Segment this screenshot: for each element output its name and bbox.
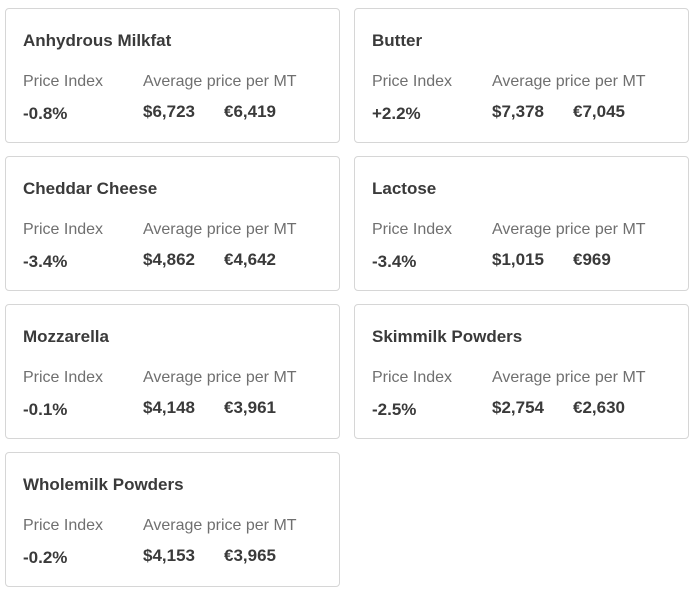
card-title: Mozzarella — [23, 327, 109, 346]
average-price-label: Average price per MT — [492, 221, 646, 238]
eur-price-value: €3,961 — [224, 398, 276, 417]
price-index-value: -3.4% — [23, 252, 68, 271]
eur-price-value: €2,630 — [573, 398, 625, 417]
average-price-label: Average price per MT — [492, 369, 646, 386]
price-card-cheddar-cheese: Cheddar Cheese Price Index Average price… — [5, 156, 340, 291]
usd-price-value: $2,754 — [492, 398, 544, 417]
price-index-value: -0.2% — [23, 548, 68, 567]
price-card-skimmilk-powders: Skimmilk Powders Price Index Average pri… — [354, 304, 689, 439]
usd-price-value: $4,153 — [143, 546, 195, 565]
usd-price-value: $4,862 — [143, 250, 195, 269]
usd-price-value: $1,015 — [492, 250, 544, 269]
price-index-label: Price Index — [372, 221, 453, 238]
card-title: Butter — [372, 31, 423, 50]
price-index-value: -0.8% — [23, 104, 68, 123]
card-title: Lactose — [372, 179, 437, 198]
price-index-value: +2.2% — [372, 104, 421, 123]
eur-price-value: €6,419 — [224, 102, 276, 121]
price-index-label: Price Index — [23, 73, 104, 90]
average-price-label: Average price per MT — [143, 73, 297, 90]
average-price-label: Average price per MT — [143, 517, 297, 534]
average-price-label: Average price per MT — [143, 221, 297, 238]
price-index-value: -0.1% — [23, 400, 68, 419]
price-index-label: Price Index — [23, 517, 104, 534]
eur-price-value: €3,965 — [224, 546, 276, 565]
average-price-label: Average price per MT — [492, 73, 646, 90]
price-card-mozzarella: Mozzarella Price Index Average price per… — [5, 304, 340, 439]
eur-price-value: €4,642 — [224, 250, 276, 269]
price-index-label: Price Index — [23, 221, 104, 238]
price-index-value: -3.4% — [372, 252, 417, 271]
price-card-anhydrous-milkfat: Anhydrous Milkfat Price Index Average pr… — [5, 8, 340, 143]
price-card-grid: Anhydrous Milkfat Price Index Average pr… — [5, 8, 689, 587]
card-title: Skimmilk Powders — [372, 327, 523, 346]
card-title: Wholemilk Powders — [23, 475, 184, 494]
eur-price-value: €7,045 — [573, 102, 625, 121]
usd-price-value: $7,378 — [492, 102, 544, 121]
price-index-label: Price Index — [372, 369, 453, 386]
eur-price-value: €969 — [573, 250, 611, 269]
price-index-value: -2.5% — [372, 400, 417, 419]
average-price-label: Average price per MT — [143, 369, 297, 386]
card-title: Anhydrous Milkfat — [23, 31, 172, 50]
price-index-label: Price Index — [372, 73, 453, 90]
price-index-label: Price Index — [23, 369, 104, 386]
usd-price-value: $6,723 — [143, 102, 195, 121]
price-card-butter: Butter Price Index Average price per MT … — [354, 8, 689, 143]
price-card-wholemilk-powders: Wholemilk Powders Price Index Average pr… — [5, 452, 340, 587]
usd-price-value: $4,148 — [143, 398, 195, 417]
price-card-lactose: Lactose Price Index Average price per MT… — [354, 156, 689, 291]
card-title: Cheddar Cheese — [23, 179, 158, 198]
